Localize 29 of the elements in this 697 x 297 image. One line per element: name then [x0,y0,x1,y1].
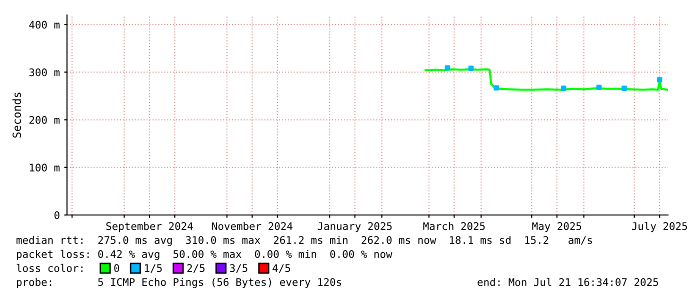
legend-label: 3/5 [230,264,248,273]
y-axis-title: Seconds [12,92,21,138]
point [468,66,474,71]
point [656,77,662,82]
legend-label: 0 [114,264,120,272]
point [622,86,627,91]
y-tick-label: 400 m [29,20,60,29]
y-tick-label: 100 m [30,164,60,172]
y-tick-label: 200 m [29,116,60,124]
text: end: Mon Jul 21 16:34:07 2025 [478,278,658,286]
y-tick-label: 300 m [29,68,60,76]
text: loss color: [16,264,82,272]
point [494,85,499,91]
x-tick-label: September 2024 [106,222,193,232]
point [596,84,602,90]
x-tick-label: July 2025 [632,222,687,232]
legend-label: 1/5 [145,264,162,273]
point [444,65,450,71]
text: median rtt: 275.0 ms avg 310.0 ms max 261.2 ms min 262.0 ms now 18.1 ms sd 15.2 am/s [16,236,592,246]
text: packet loss: 0.42 % avg 50.00 % max 0.00 % min 0.00 % now [16,250,392,260]
x-tick-label: May 2025 [532,222,582,232]
legend-label: 4/5 [272,264,290,273]
y-tick-label: 0 [54,211,60,220]
x-tick-label: November 2024 [212,222,292,230]
x-tick-label: March 2025 [423,222,485,230]
x-tick-label: January 2025 [318,222,392,232]
legend-label: 2/5 [187,264,205,273]
point [560,86,566,91]
text: probe: 5 ICMP Echo Pings (56 Bytes) every 120s [16,278,342,288]
